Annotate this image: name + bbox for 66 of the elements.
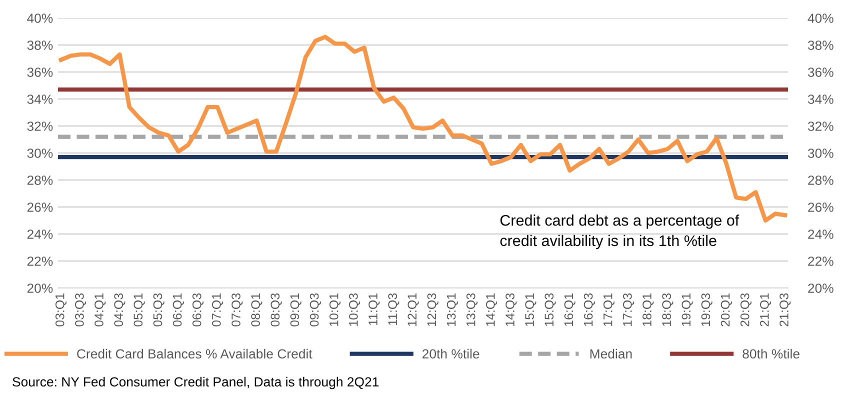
x-tick-label: 05:Q1 <box>134 293 145 326</box>
x-tick-label: 18:Q3 <box>662 293 674 326</box>
y-tick-label: 40% <box>27 14 53 23</box>
x-tick-label: 09:Q1 <box>290 293 302 326</box>
y-tick-label: 26% <box>27 202 53 212</box>
y-tick-label: 32% <box>27 122 53 131</box>
y2-tick-label: 24% <box>808 230 834 239</box>
y-tick-label: 30% <box>27 148 53 158</box>
y-tick-label: 20% <box>27 284 53 293</box>
x-tick-label: 17:Q3 <box>623 293 634 326</box>
legend-label: 80th %tile <box>742 348 800 359</box>
x-tick-label: 08:Q3 <box>270 293 282 326</box>
y-tick-label: 28% <box>27 176 53 185</box>
x-tick-label: 17:Q1 <box>603 293 615 326</box>
legend-label: Median <box>590 348 632 359</box>
x-tick-label: 13:Q1 <box>446 293 458 326</box>
x-tick-label: 12:Q1 <box>408 293 419 326</box>
x-tick-label: 10:Q3 <box>349 293 360 326</box>
legend-label: Credit Card Balances % Available Credit <box>77 348 312 359</box>
x-tick-label: 04:Q3 <box>114 293 126 326</box>
y2-tick-label: 36% <box>808 68 834 77</box>
x-tick-label: 03:Q3 <box>75 293 86 326</box>
y2-tick-label: 34% <box>808 94 834 104</box>
x-tick-label: 03:Q1 <box>55 293 67 326</box>
x-tick-label: 15:Q3 <box>544 293 556 326</box>
x-tick-label: 12:Q3 <box>427 293 438 326</box>
x-tick-label: 06:Q3 <box>192 293 204 326</box>
x-tick-label: 11:Q1 <box>368 293 380 326</box>
x-tick-label: 16:Q3 <box>584 293 595 326</box>
x-tick-label: 08:Q1 <box>251 293 262 326</box>
y-tick-label: 24% <box>27 230 53 239</box>
y-tick-label: 36% <box>27 68 53 77</box>
x-tick-label: 13:Q3 <box>466 293 478 326</box>
y2-tick-label: 20% <box>808 284 834 293</box>
y-tick-label: 22% <box>27 256 53 266</box>
x-tick-label: 05:Q3 <box>153 293 164 326</box>
y2-tick-label: 32% <box>808 122 834 131</box>
y-tick-label: 34% <box>27 94 53 104</box>
x-tick-label: 19:Q1 <box>682 293 693 326</box>
x-tick-label: 11:Q3 <box>388 293 400 326</box>
x-tick-label: 10:Q1 <box>329 293 341 326</box>
x-tick-label: 15:Q1 <box>525 293 536 326</box>
x-tick-label: 21:Q3 <box>780 293 791 326</box>
x-tick-label: 20:Q3 <box>740 293 752 326</box>
legend-label: 20th %tile <box>422 348 480 359</box>
x-tick-label: 04:Q1 <box>94 293 106 326</box>
x-tick-label: 07:Q3 <box>232 293 243 326</box>
x-tick-label: 14:Q1 <box>486 293 498 326</box>
x-tick-label: 06:Q1 <box>172 293 184 326</box>
x-tick-label: 19:Q3 <box>701 293 712 326</box>
y2-tick-label: 26% <box>808 202 834 212</box>
y2-tick-label: 22% <box>808 256 834 266</box>
y2-tick-label: 30% <box>808 148 834 158</box>
source-note: Source: NY Fed Consumer Credit Panel, Data is through 2Q21 <box>12 376 379 390</box>
y-tick-label: 38% <box>27 40 53 50</box>
x-tick-label: 18:Q1 <box>642 293 654 326</box>
y2-tick-label: 38% <box>808 40 834 50</box>
y2-tick-label: 40% <box>808 14 834 23</box>
x-tick-label: 07:Q1 <box>212 293 224 326</box>
x-tick-label: 20:Q1 <box>720 293 732 326</box>
x-tick-label: 09:Q3 <box>310 293 321 326</box>
annotation: Credit card debt as a percentage of credit avilability is in its 1th %tile <box>500 214 740 250</box>
x-tick-label: 14:Q3 <box>506 293 517 326</box>
y2-tick-label: 28% <box>808 176 834 185</box>
x-tick-label: 21:Q1 <box>760 293 772 326</box>
x-tick-label: 16:Q1 <box>564 293 576 326</box>
